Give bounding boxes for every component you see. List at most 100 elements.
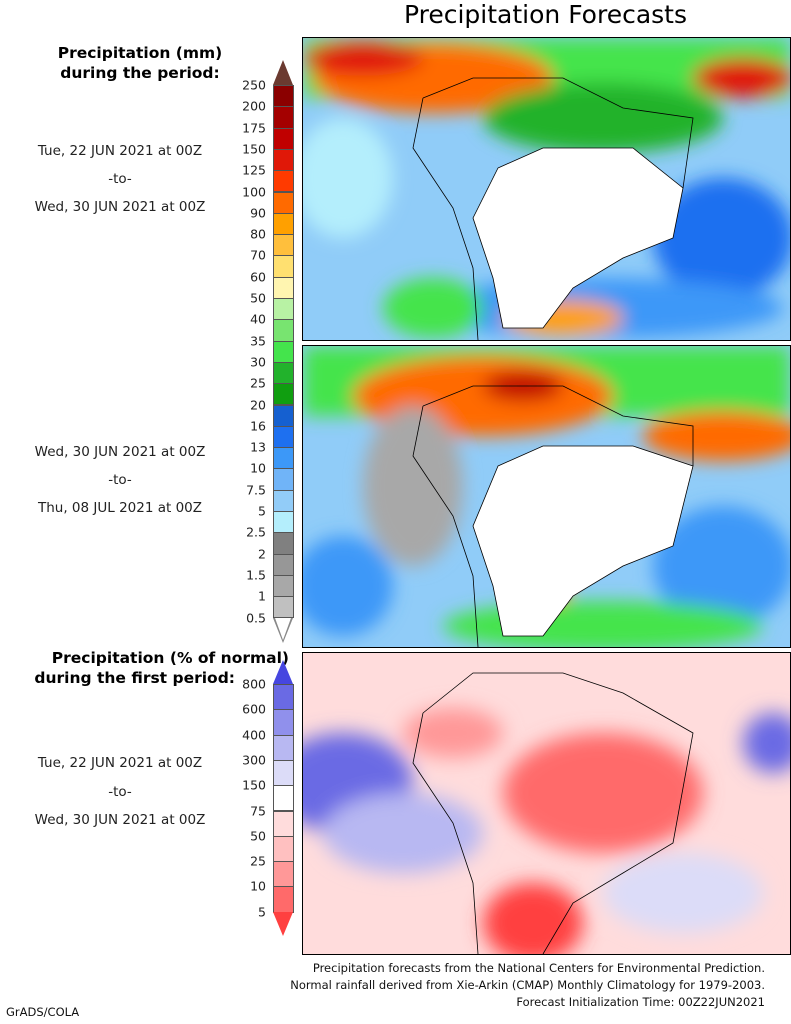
period3-sep: -to- <box>108 784 132 800</box>
colorbar-tick-label: 30 <box>250 354 266 370</box>
colorbar-tick-label: 10 <box>250 878 266 894</box>
colorbar-bin <box>273 425 294 449</box>
colorbar-tick-label: 1 <box>258 588 266 604</box>
colorbar-over-triangle <box>273 660 293 684</box>
colorbar-tick-label: 125 <box>242 162 266 178</box>
colorbar-bin <box>273 212 294 236</box>
period2-sep: -to- <box>108 472 132 488</box>
colorbar-tick-label: 800 <box>242 676 266 692</box>
colorbar-bin <box>273 361 294 385</box>
colorbar-tick-label: 80 <box>250 226 266 242</box>
colorbar-tick-label: 5 <box>258 904 266 920</box>
colorbar-bin <box>273 106 294 129</box>
colorbar-bin <box>273 148 294 172</box>
colorbar-tick-label: 35 <box>250 333 266 349</box>
period2-start: Wed, 30 JUN 2021 at 00Z <box>34 444 206 460</box>
colorbar-bin <box>273 511 294 534</box>
colorbar-bin <box>273 383 294 406</box>
amount-colorbar: 250 200 175 150 125 100 90 80 70 60 50 40 35 30 25 20 16… <box>240 60 300 643</box>
colorbar-tick-label: 600 <box>242 701 266 717</box>
colorbar-tick-label: 200 <box>242 98 266 114</box>
colorbar-tick-label: 250 <box>242 77 266 93</box>
period3-start: Tue, 22 JUN 2021 at 00Z <box>37 755 203 771</box>
colorbar-tick-label: 150 <box>242 141 266 157</box>
colorbar-tick-label: 5 <box>258 503 266 519</box>
colorbar-bin <box>273 734 294 761</box>
colorbar-over-triangle <box>273 60 293 85</box>
colorbar-bin <box>273 574 294 598</box>
map-period1 <box>302 37 791 341</box>
footer-line: Precipitation forecasts from the Nationa… <box>312 961 765 975</box>
colorbar-bin <box>273 709 294 736</box>
footer-line: Forecast Initialization Time: 00Z22JUN20… <box>516 995 765 1009</box>
map-period2 <box>302 345 791 648</box>
colorbar-tick-label: 10 <box>250 460 266 476</box>
colorbar-bin <box>273 255 294 278</box>
colorbar-bin <box>273 835 294 863</box>
colorbar-bin <box>273 319 294 342</box>
colorbar-bin <box>273 447 294 470</box>
colorbar-tick-label: 25 <box>250 375 266 391</box>
percent-map <box>303 653 790 954</box>
colorbar-tick-label: 40 <box>250 311 266 327</box>
colorbar-bin <box>273 596 294 619</box>
colorbar-tick-label: 400 <box>242 727 266 743</box>
colorbar-tick-label: 50 <box>250 828 266 844</box>
colorbar-bin <box>273 759 294 787</box>
colorbar-tick-label: 16 <box>250 418 266 434</box>
colorbar-tick-label: 13 <box>250 439 266 455</box>
colorbar-tick-label: 20 <box>250 397 266 412</box>
colorbar-tick-label: 60 <box>250 269 266 285</box>
colorbar-tick-label: 175 <box>242 120 266 136</box>
period1-end: Wed, 30 JUN 2021 at 00Z <box>34 199 206 215</box>
colorbar-tick-label: 300 <box>242 752 266 768</box>
colorbar-tick-label: 2.5 <box>246 524 266 540</box>
colorbar-bin <box>273 340 294 363</box>
colorbar-bin <box>273 234 294 257</box>
colorbar-bin <box>273 532 294 555</box>
colorbar-bin <box>273 276 294 299</box>
heading-line: Precipitation (% of normal) <box>51 649 289 667</box>
colorbar-bin <box>273 886 294 913</box>
colorbar-tick-label: 2 <box>258 546 266 562</box>
colorbar-bin <box>273 785 294 812</box>
colorbar-bin <box>273 85 294 108</box>
colorbar-bin <box>273 684 294 711</box>
colorbar-bin <box>273 810 294 837</box>
period1-sep: -to- <box>108 171 132 187</box>
colorbar-tick-label: 25 <box>250 853 266 869</box>
figure-footer: Precipitation forecasts from the Nationa… <box>290 960 765 1011</box>
map-percent-normal <box>302 652 791 955</box>
colorbar-bin <box>273 170 294 193</box>
credit: GrADS/COLA <box>6 1005 80 1019</box>
colorbar-bin <box>273 298 294 321</box>
colorbar-tick-label: 70 <box>250 247 266 263</box>
precip-map-1 <box>303 38 790 340</box>
colorbar-tick-label: 50 <box>250 290 266 306</box>
colorbar-bin <box>273 404 294 427</box>
colorbar-under-triangle <box>273 911 293 936</box>
colorbar-bin <box>273 191 294 214</box>
amount-legend-heading: Precipitation (mm) during the period: <box>0 43 280 83</box>
period3-end: Wed, 30 JUN 2021 at 00Z <box>34 812 206 828</box>
heading-line: Precipitation (mm) <box>57 44 223 62</box>
colorbar-under-fill <box>275 617 291 640</box>
period1-start: Tue, 22 JUN 2021 at 00Z <box>37 143 203 159</box>
percent-colorbar: 800 600 400 300 150 75 50 25 10 5 <box>240 660 300 950</box>
precip-map-2 <box>303 346 790 647</box>
colorbar-bin <box>273 553 294 576</box>
figure-title: Precipitation Forecasts <box>403 0 688 29</box>
colorbar-tick-label: 0.5 <box>246 610 266 625</box>
colorbar-tick-label: 100 <box>242 184 266 199</box>
colorbar-bin <box>273 489 294 512</box>
colorbar-tick-label: 150 <box>242 777 266 793</box>
colorbar-bin <box>273 127 294 150</box>
heading-line: during the first period: <box>34 669 235 687</box>
colorbar-tick-label: 75 <box>250 803 266 818</box>
colorbar-bin <box>273 468 294 491</box>
heading-line: during the period: <box>60 64 220 82</box>
colorbar-tick-label: 90 <box>250 205 266 221</box>
colorbar-tick-label: 1.5 <box>246 567 266 583</box>
colorbar-tick-label: 7.5 <box>246 482 266 498</box>
